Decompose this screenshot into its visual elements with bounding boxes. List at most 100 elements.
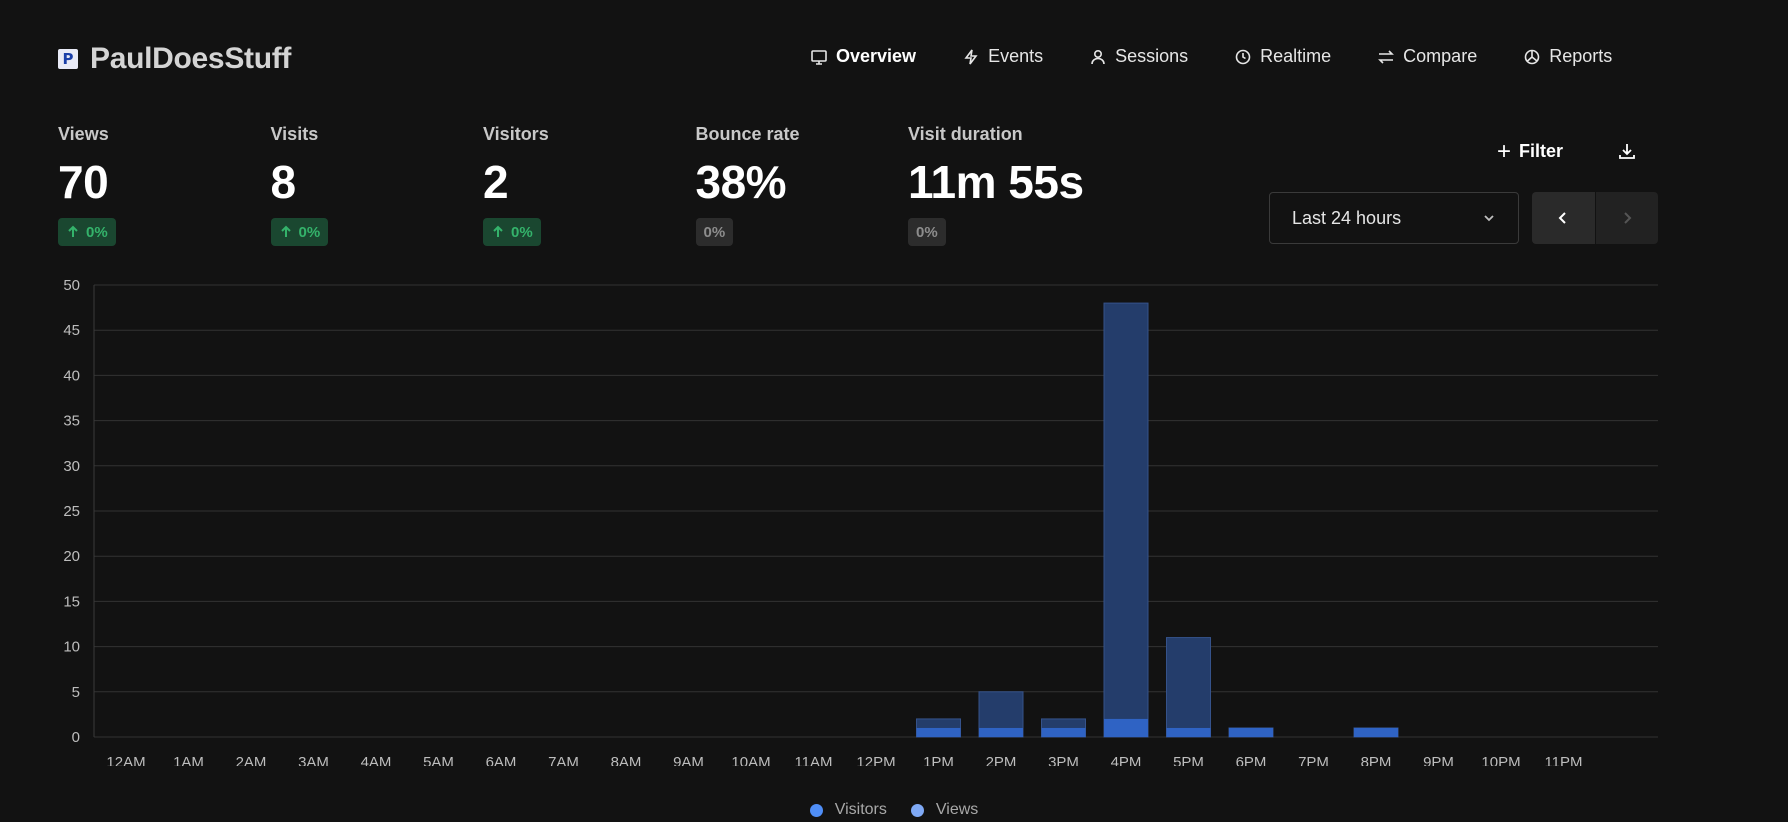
legend-dot-visitors — [809, 803, 823, 817]
metric-label: Visitors — [483, 124, 549, 144]
nav-events-label: Events — [988, 46, 1044, 66]
metric-visits[interactable]: Visits 8 0% — [270, 124, 484, 246]
x-tick-label: 1AM — [173, 754, 204, 766]
change-value: 0% — [703, 223, 726, 241]
change-badge: 0% — [58, 218, 116, 246]
brand[interactable]: P PaulDoesStuff — [58, 42, 291, 76]
main-nav: Overview Events Sessions Realtime Compar… — [810, 46, 1612, 67]
metric-visit-duration[interactable]: Visit duration 11m 55s 0% — [908, 124, 1121, 246]
metric-value: 8 — [270, 156, 297, 208]
x-tick-label: 5PM — [1173, 754, 1204, 766]
legend-dot-views — [910, 803, 924, 817]
next-period-button[interactable] — [1595, 192, 1658, 244]
metric-value: 38% — [695, 156, 787, 208]
y-tick-label: 20 — [63, 548, 80, 565]
date-range-select[interactable]: Last 24 hours — [1269, 192, 1519, 244]
bar-visitors — [1104, 718, 1148, 737]
metrics-bar: Views 70 0% Visits 8 0% Visitors 2 0% Bo… — [58, 124, 1121, 246]
bar-visitors — [916, 727, 961, 737]
x-tick-label: 4AM — [361, 754, 392, 766]
pie-chart-icon — [1524, 49, 1540, 64]
bar-visitors — [1041, 727, 1086, 737]
x-tick-label: 1PM — [923, 754, 954, 766]
previous-period-button[interactable] — [1532, 192, 1595, 244]
x-tick-label: 8AM — [611, 754, 642, 766]
nav-sessions[interactable]: Sessions — [1089, 46, 1188, 67]
bar-visitors — [1354, 727, 1398, 737]
x-tick-label: 10AM — [731, 754, 770, 766]
x-tick-label: 6AM — [486, 754, 517, 766]
pageviews-chart: 0 5 10 15 20 25 30 35 40 45 50 12AM 1AM 2AM 3AM 4AM 5AM 6… — [63, 277, 1658, 766]
metric-label: Visits — [270, 124, 319, 144]
change-badge: 0% — [695, 218, 734, 246]
legend-label: Views — [935, 801, 979, 818]
site-logo: P — [58, 49, 78, 69]
legend-item-visitors[interactable]: Visitors — [809, 801, 887, 819]
y-tick-label: 0 — [72, 729, 80, 746]
metric-label: Bounce rate — [695, 124, 800, 144]
x-tick-label: 6PM — [1236, 754, 1267, 766]
nav-realtime-label: Realtime — [1260, 46, 1332, 66]
bar-visitors — [1166, 727, 1211, 737]
bar-views — [1166, 637, 1211, 738]
x-tick-label: 3PM — [1048, 754, 1079, 766]
bar-visitors — [979, 727, 1023, 737]
change-value: 0% — [916, 223, 938, 241]
y-tick-label: 50 — [63, 277, 80, 294]
nav-overview-label: Overview — [836, 46, 917, 66]
chevron-down-icon — [1484, 215, 1494, 222]
x-tick-label: 11AM — [794, 754, 832, 766]
metric-label: Visit duration — [908, 124, 1023, 144]
chevron-right-icon — [1624, 212, 1632, 224]
x-tick-label: 8PM — [1361, 754, 1392, 766]
y-tick-label: 10 — [63, 639, 80, 656]
chart-legend: Visitors Views — [0, 801, 1788, 819]
bar-visitors — [1229, 727, 1273, 737]
nav-events[interactable]: Events — [962, 46, 1043, 67]
user-icon — [1091, 49, 1105, 64]
lightning-icon — [964, 49, 978, 64]
legend-item-views[interactable]: Views — [910, 801, 979, 819]
x-tick-label: 4PM — [1111, 754, 1142, 766]
x-tick-label: 10PM — [1481, 754, 1520, 766]
nav-sessions-label: Sessions — [1115, 46, 1189, 66]
x-tick-label: 12AM — [106, 754, 145, 766]
metric-value: 70 — [58, 156, 109, 208]
change-value: 0% — [86, 223, 108, 241]
filter-button[interactable]: + Filter — [1497, 137, 1563, 165]
nav-overview[interactable]: Overview — [810, 46, 916, 67]
x-tick-label: 12PM — [856, 754, 895, 766]
legend-label: Visitors — [834, 801, 887, 818]
site-name: PaulDoesStuff — [90, 42, 292, 75]
metric-value: 2 — [483, 156, 509, 208]
change-badge: 0% — [270, 218, 329, 246]
change-badge: 0% — [483, 218, 541, 246]
metric-views[interactable]: Views 70 0% — [58, 124, 271, 246]
x-tick-label: 11PM — [1544, 754, 1582, 766]
y-tick-label: 40 — [63, 367, 80, 384]
x-tick-label: 9PM — [1423, 754, 1454, 766]
nav-realtime[interactable]: Realtime — [1234, 46, 1331, 67]
export-button[interactable] — [1617, 141, 1637, 163]
arrow-up-icon — [280, 225, 291, 237]
x-tick-label: 9AM — [673, 754, 704, 766]
x-tick-label: 7AM — [548, 754, 579, 766]
y-tick-label: 45 — [63, 322, 80, 339]
metric-bounce-rate[interactable]: Bounce rate 38% 0% — [695, 124, 909, 246]
change-value: 0% — [511, 223, 533, 241]
date-pager — [1532, 192, 1658, 244]
plus-icon: + — [1497, 137, 1512, 165]
x-tick-label: 3AM — [298, 754, 329, 766]
metric-value: 11m 55s — [908, 156, 1084, 208]
y-tick-label: 25 — [63, 503, 80, 520]
metric-visitors[interactable]: Visitors 2 0% — [483, 124, 696, 246]
y-tick-label: 5 — [72, 684, 80, 701]
y-tick-label: 35 — [63, 413, 80, 430]
swap-icon — [1378, 49, 1395, 64]
monitor-icon — [811, 49, 827, 65]
nav-reports[interactable]: Reports — [1523, 46, 1612, 67]
bar-views — [1103, 302, 1149, 738]
metric-label: Views — [58, 124, 109, 144]
nav-reports-label: Reports — [1549, 46, 1613, 66]
nav-compare[interactable]: Compare — [1377, 46, 1477, 67]
